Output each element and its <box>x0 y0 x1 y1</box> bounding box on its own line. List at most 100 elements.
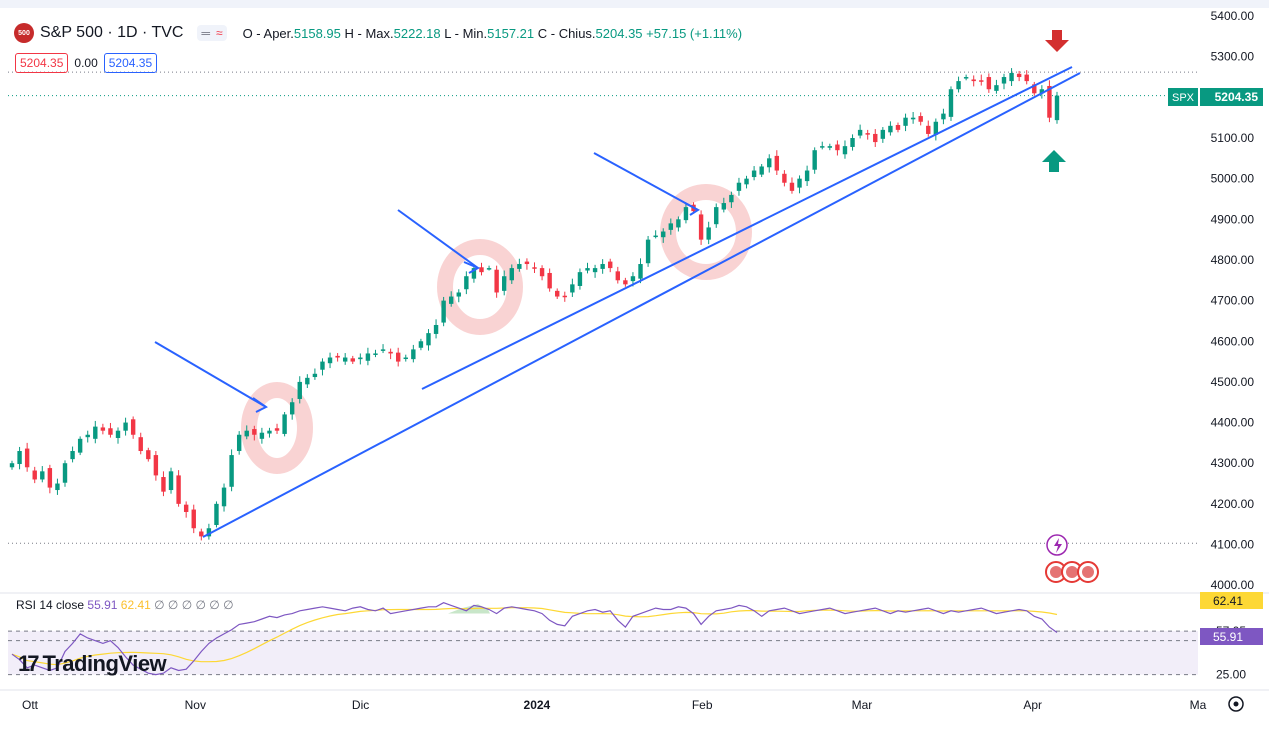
candle-body <box>532 267 537 269</box>
candle-body <box>282 414 287 434</box>
price-tick-label: 5100.00 <box>1211 131 1255 145</box>
candle-body <box>32 470 37 480</box>
candle-body <box>305 377 310 385</box>
candle-body <box>668 223 674 230</box>
candle-body <box>441 300 446 323</box>
symbol-logo[interactable]: 500 <box>14 23 34 43</box>
candle-body <box>486 268 492 270</box>
candle-body <box>433 324 439 334</box>
watermark-text: TradingView <box>42 651 167 676</box>
candle-body <box>804 170 810 182</box>
line-toggle-icon[interactable]: ═ <box>201 26 210 40</box>
candle-body <box>865 133 870 135</box>
price-tick-label: 4000.00 <box>1211 578 1255 592</box>
candle-body <box>24 448 30 468</box>
candle-body <box>373 353 378 355</box>
rsi-line <box>11 602 1058 676</box>
wave-toggle-icon[interactable]: ≈ <box>215 26 223 40</box>
candle-body <box>100 427 106 431</box>
compare-toggle[interactable]: ═ ≈ <box>197 25 227 41</box>
change-value: +57.15 (+1.11%) <box>646 25 743 41</box>
candle-body <box>850 138 855 147</box>
rsi-ma-tag-value: 62.41 <box>1213 594 1243 608</box>
trendline <box>421 66 1073 390</box>
candle-body <box>199 531 204 537</box>
price-tag-value: 5204.35 <box>1215 90 1259 104</box>
settings-gear-icon[interactable] <box>1228 696 1244 712</box>
candle-body <box>948 89 954 117</box>
candle-body <box>130 419 136 435</box>
candle-body <box>873 133 878 143</box>
time-tick-label: Apr <box>1023 698 1042 712</box>
candle-body <box>661 231 666 238</box>
price-tick-label: 5300.00 <box>1211 50 1255 64</box>
candle-body <box>62 463 68 483</box>
candle-body <box>910 117 916 120</box>
symbol-title[interactable]: S&P 500 · 1D · TVC <box>40 24 184 41</box>
high-label: H - Max. <box>344 25 394 41</box>
candle-body <box>153 455 159 476</box>
candle-body <box>608 261 613 269</box>
candle-body <box>17 451 22 465</box>
spread-value: 0.00 <box>74 55 98 70</box>
candle-body <box>358 357 363 360</box>
tradingview-watermark: 17 TradingView <box>18 651 167 677</box>
annotation-arrow-line <box>593 152 699 211</box>
low-value: 5157.21 <box>487 25 535 41</box>
candle-body <box>797 178 802 188</box>
candle-body <box>888 125 893 133</box>
us-flag-inner <box>1082 566 1094 578</box>
legend-header: 500 S&P 500 · 1D · TVC ═ ≈ O - Aper.5158… <box>14 22 742 44</box>
candle-body <box>789 182 795 191</box>
candle-body <box>698 214 704 240</box>
price-tick-label: 4800.00 <box>1211 253 1255 267</box>
price-tick-label: 4900.00 <box>1211 212 1255 226</box>
candle-body <box>47 468 53 488</box>
candle-body <box>9 463 15 468</box>
annotation-arrow-line <box>154 341 267 408</box>
high-value: 5222.18 <box>393 25 441 41</box>
candle-body <box>1001 77 1007 84</box>
candle-body <box>971 79 976 82</box>
rsi-value: 55.91 <box>87 598 118 612</box>
sell-price-button[interactable]: 5204.35 <box>15 52 69 73</box>
candle-body <box>623 280 628 285</box>
time-tick-label: Ma <box>1190 698 1207 712</box>
annotation-arrow-line <box>397 209 479 269</box>
open-label: O - Aper. <box>242 25 294 41</box>
lightning-glyph <box>1054 538 1062 553</box>
candle-body <box>161 477 166 492</box>
candle-body <box>115 430 121 439</box>
candle-body <box>502 276 507 291</box>
buy-price-button[interactable]: 5204.35 <box>103 52 158 73</box>
low-label: L - Min. <box>444 25 488 41</box>
candle-body <box>706 227 711 240</box>
candle-body <box>994 85 999 91</box>
price-tick-label: 4700.00 <box>1211 294 1255 308</box>
candle-body <box>335 355 340 358</box>
candle-body <box>638 264 643 279</box>
candle-body <box>252 429 257 435</box>
annotation-arrow-head <box>463 261 481 274</box>
rsi-legend[interactable]: RSI 14 close 55.91 62.41 ∅ ∅ ∅ ∅ ∅ ∅ <box>16 598 234 612</box>
annotation-arrow-head <box>684 202 700 216</box>
candle-body <box>77 438 83 453</box>
candle-body <box>411 349 416 360</box>
price-tick-label: 5400.00 <box>1211 9 1255 23</box>
candle-body <box>592 268 598 273</box>
candle-body <box>835 144 840 151</box>
candle-body <box>721 203 727 210</box>
price-tick-label: 4500.00 <box>1211 375 1255 389</box>
candle-body <box>146 450 151 460</box>
candle-body <box>365 353 371 361</box>
candle-body <box>585 268 590 271</box>
candle-body <box>767 158 772 168</box>
highlight-circle <box>660 184 752 280</box>
candle-body <box>827 146 833 148</box>
candle-body <box>221 487 227 507</box>
candle-body <box>1032 84 1037 94</box>
candle-body <box>759 166 764 175</box>
candle-body <box>297 381 302 399</box>
candle-body <box>464 276 469 290</box>
